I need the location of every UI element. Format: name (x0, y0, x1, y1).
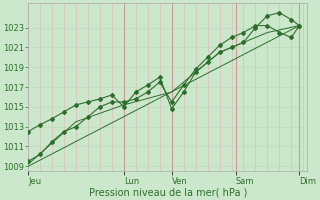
X-axis label: Pression niveau de la mer( hPa ): Pression niveau de la mer( hPa ) (89, 187, 247, 197)
